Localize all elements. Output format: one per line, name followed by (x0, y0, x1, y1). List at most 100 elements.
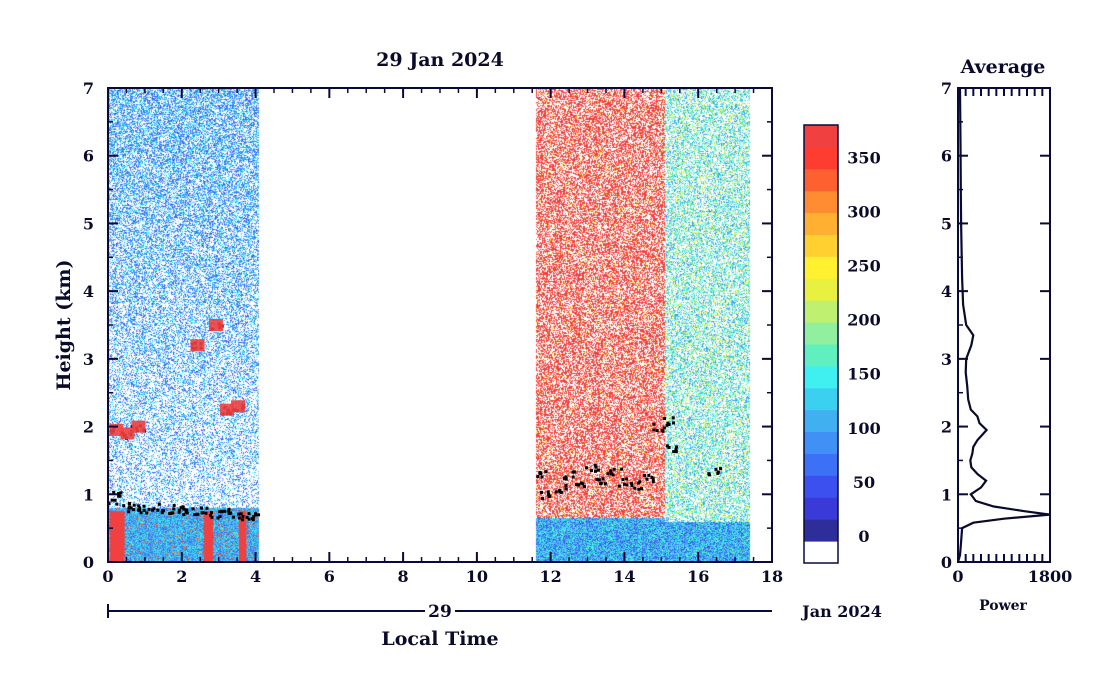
cloud-base-point (108, 501, 111, 505)
cloud-base-point (132, 508, 136, 512)
cloud-base-point (609, 469, 613, 473)
cloud-base-point (562, 476, 566, 480)
cloud-base-point (547, 492, 551, 496)
cloud-base-point (540, 475, 544, 479)
cloud-base-point (595, 478, 599, 482)
profile-y-tick-label: 6 (941, 147, 952, 166)
cloud-base-point (574, 483, 578, 487)
cloud-base-point (138, 508, 142, 512)
cloud-base-point (210, 510, 214, 514)
date-axis-month-label: Jan 2024 (800, 602, 882, 621)
profile-y-tick-label: 4 (941, 282, 952, 301)
cloud-base-point (216, 516, 220, 520)
x-tick-label: 6 (324, 567, 335, 586)
colorbar (803, 124, 839, 564)
cloud-base-point (237, 516, 241, 520)
colorbar-tick-label: 50 (853, 473, 875, 492)
cloud-base-point (559, 490, 563, 494)
cloud-base-point (597, 478, 601, 482)
x-tick-label: 10 (466, 567, 488, 586)
cloud-base-point (671, 416, 675, 420)
cloud-base-point (638, 480, 642, 484)
cloud-base-point (112, 490, 116, 494)
colorbar-swatch (804, 322, 838, 345)
y-tick-label: 2 (83, 418, 94, 437)
x-axis: 0 2 4 6 8 10 12 14 16 18 (102, 88, 783, 586)
colorbar-swatch (804, 541, 838, 564)
cloud-base-point (182, 507, 186, 511)
colorbar-tick-label: 350 (847, 148, 880, 167)
cloud-base-point (161, 509, 165, 513)
colorbar-swatch (804, 387, 838, 411)
cloud-base-point (118, 494, 122, 498)
cloud-base-point (172, 504, 176, 508)
cloud-base-point (571, 470, 575, 474)
cloud-base-point (241, 514, 245, 518)
colorbar-tick-label: 200 (847, 311, 880, 330)
cloud-base-point (580, 481, 584, 485)
cloud-base-point (232, 515, 236, 519)
colorbar-swatch (804, 519, 838, 542)
cloud-base-point (252, 514, 256, 518)
cloud-base-point (195, 512, 199, 516)
cloud-base-point (674, 445, 678, 449)
cloud-base-point (584, 466, 588, 470)
cloud-base-point (716, 470, 720, 474)
cloud-base-point (629, 481, 633, 485)
cloud-base-point (200, 506, 204, 510)
cloud-base-point (645, 477, 649, 481)
profile-title: Average (960, 56, 1046, 78)
cloud-base-point (655, 428, 659, 432)
x-tick-label: 12 (540, 567, 562, 586)
cloud-echo (231, 400, 246, 413)
y-axis-label: Height (km) (53, 260, 75, 391)
cloud-base-point (245, 515, 249, 519)
cloud-base-point (247, 517, 251, 521)
cloud-base-point (593, 469, 597, 473)
heatmap-plot-area (108, 88, 772, 562)
cloud-base-point (639, 487, 643, 491)
cloud-base-point (674, 450, 678, 454)
chart-title: 29 Jan 2024 (376, 49, 504, 71)
cloud-base-point (620, 467, 624, 471)
cloud-base-point (181, 505, 185, 509)
heatmap-image (108, 88, 772, 562)
cloud-base-point (138, 506, 142, 510)
profile-x-tick-label: 1800 (1028, 567, 1073, 586)
colorbar-tick-label: 250 (847, 257, 880, 276)
cloud-base-point (719, 466, 723, 470)
cloud-base-point (714, 467, 718, 471)
cloud-base-point (185, 511, 189, 515)
cloud-base-point (227, 509, 231, 513)
colorbar-swatch (804, 365, 838, 389)
colorbar-swatch (804, 497, 838, 520)
cloud-base-point (142, 504, 146, 508)
cloud-base-point (617, 484, 621, 488)
profile-y-tick-label: 0 (941, 553, 952, 572)
colorbar-tick-label: 300 (847, 203, 880, 222)
cloud-base-point (637, 487, 641, 491)
cloud-base-point (547, 494, 551, 498)
cloud-base-point (571, 475, 575, 479)
cloud-base-point (662, 426, 666, 430)
cloud-echo (220, 403, 235, 416)
cloud-base-point (541, 496, 545, 500)
cloud-base-point (239, 512, 243, 516)
cloud-base-point (652, 428, 656, 432)
colorbar-swatch (804, 344, 838, 367)
cloud-base-point (110, 498, 114, 502)
cloud-base-point (554, 490, 558, 494)
cloud-base-point (589, 469, 593, 473)
cloud-base-point (544, 470, 548, 474)
cloud-base-point (603, 482, 607, 486)
cloud-base-point (122, 504, 126, 508)
cloud-base-point (538, 472, 542, 476)
cloud-base-point (564, 477, 568, 481)
date-axis-day-label: 29 (428, 602, 452, 622)
cloud-base-point (601, 477, 605, 481)
cloud-base-point (623, 482, 627, 486)
cloud-base-point (117, 492, 121, 496)
cloud-base-point (558, 489, 562, 493)
cloud-base-point (210, 515, 214, 519)
